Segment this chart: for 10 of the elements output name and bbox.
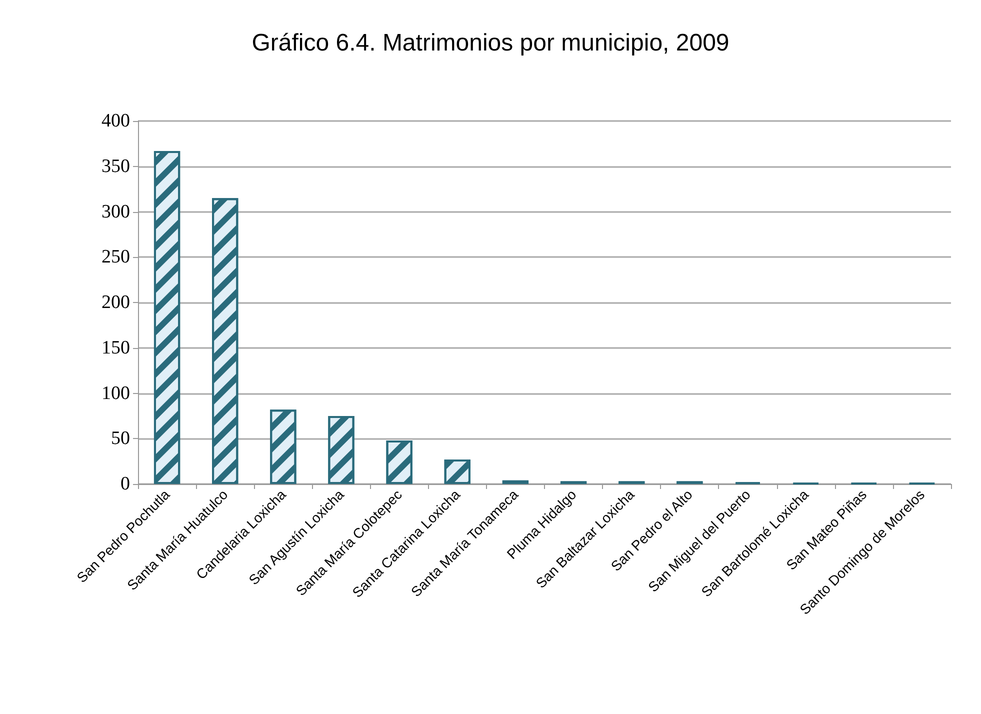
y-tick-label: 50 <box>111 428 130 450</box>
y-tick-label: 350 <box>102 156 130 177</box>
y-tick-label: 200 <box>102 292 130 313</box>
y-tick-label: 0 <box>120 474 130 494</box>
y-tick-label: 150 <box>102 337 130 358</box>
y-tick-label: 400 <box>102 110 130 132</box>
chart-title: Gráfico 6.4. Matrimonios por municipio, 2009 <box>252 30 730 56</box>
y-tick-label: 100 <box>102 382 130 404</box>
y-tick-label: 250 <box>102 246 130 268</box>
y-tick-label: 300 <box>102 201 130 222</box>
